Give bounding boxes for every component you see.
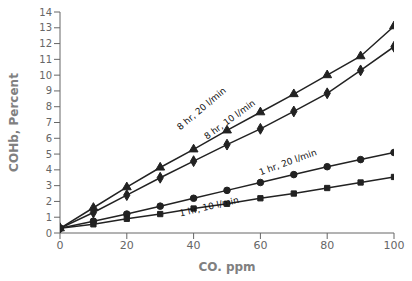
svg-text:2: 2 [46, 196, 52, 207]
svg-text:5: 5 [46, 149, 52, 160]
svg-text:11: 11 [39, 54, 52, 65]
svg-text:3: 3 [46, 180, 52, 191]
svg-text:1: 1 [46, 212, 52, 223]
svg-text:9: 9 [46, 85, 52, 96]
svg-text:80: 80 [320, 239, 334, 252]
svg-text:12: 12 [39, 38, 52, 49]
svg-text:20: 20 [120, 239, 134, 252]
svg-text:1 hr, 20 l/min: 1 hr, 20 l/min [258, 147, 318, 177]
svg-text:7: 7 [46, 117, 52, 128]
svg-text:10: 10 [39, 70, 52, 81]
svg-text:8 hr, 20 l/min: 8 hr, 20 l/min [175, 85, 228, 132]
svg-text:100: 100 [384, 239, 405, 252]
svg-text:14: 14 [39, 7, 52, 18]
svg-text:8: 8 [46, 101, 52, 112]
svg-text:60: 60 [253, 239, 267, 252]
svg-text:CO. ppm: CO. ppm [198, 260, 255, 274]
svg-text:COHb, Percent: COHb, Percent [8, 73, 21, 172]
svg-text:0: 0 [57, 239, 64, 252]
svg-text:40: 40 [187, 239, 201, 252]
svg-text:4: 4 [46, 164, 52, 175]
svg-text:1 hr, 10 l/min: 1 hr, 10 l/min [178, 195, 239, 218]
svg-text:13: 13 [39, 22, 52, 33]
svg-text:0: 0 [46, 228, 52, 239]
svg-text:8 hr, 10 l/min: 8 hr, 10 l/min [202, 98, 257, 142]
svg-text:6: 6 [46, 133, 52, 144]
